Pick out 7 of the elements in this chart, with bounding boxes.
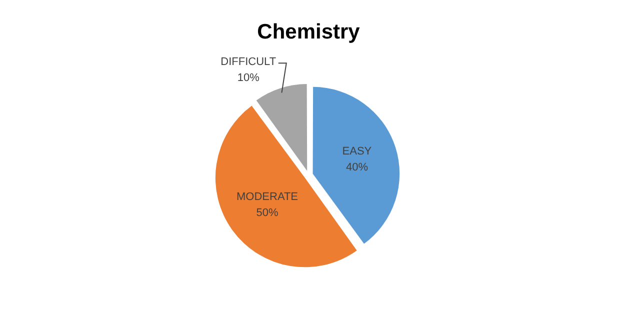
data-label: 10% <box>237 72 260 84</box>
slice-label: MODERATE <box>236 191 298 204</box>
chart-title: Chemistry <box>257 20 360 44</box>
slice-label: EASY <box>342 145 372 158</box>
data-label: 40% <box>346 161 368 174</box>
data-label: 50% <box>256 207 278 220</box>
slice-label: DIFFICULT <box>220 56 276 68</box>
